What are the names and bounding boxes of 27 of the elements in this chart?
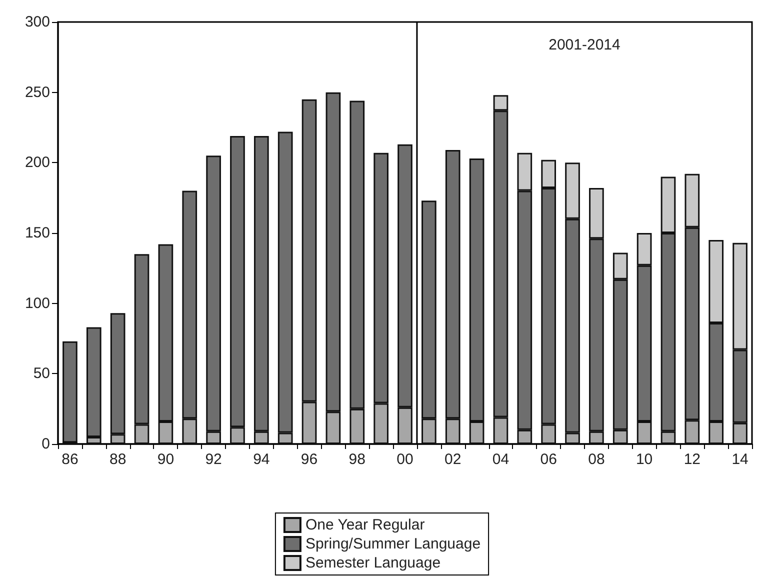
x-tick-label: 02 [444, 451, 462, 468]
y-tick-label: 50 [33, 365, 50, 382]
x-tick-label: 10 [636, 451, 653, 468]
x-tick-label: 12 [684, 451, 701, 468]
x-tick-label: 14 [732, 451, 748, 468]
y-tick-label: 100 [24, 294, 50, 312]
x-tick-label: 92 [205, 451, 222, 468]
y-tick-label: 150 [24, 224, 50, 242]
x-tick-label: 04 [492, 451, 510, 468]
legend-label: One Year Regular [305, 516, 425, 534]
legend-label: Semester Language [305, 554, 441, 572]
x-tick-label: 96 [300, 451, 318, 468]
x-tick-label: 00 [396, 451, 414, 468]
y-tick-label: 300 [24, 14, 50, 30]
y-tick-label: 0 [42, 436, 50, 452]
x-tick-label: 88 [109, 451, 126, 468]
x-tick-label: 98 [348, 451, 366, 468]
x-tick-label: 94 [253, 451, 270, 468]
x-tick-label: 86 [62, 451, 78, 468]
x-tick-label: 90 [157, 451, 174, 468]
bar [62, 341, 78, 443]
x-tick-label: 08 [588, 451, 605, 468]
x-tick-label: 06 [540, 451, 557, 468]
y-tick-label: 200 [24, 154, 50, 172]
legend-label: Spring/Summer Language [305, 536, 481, 552]
y-tick-label: 250 [24, 84, 50, 101]
text: 2001-2014 [548, 36, 620, 54]
